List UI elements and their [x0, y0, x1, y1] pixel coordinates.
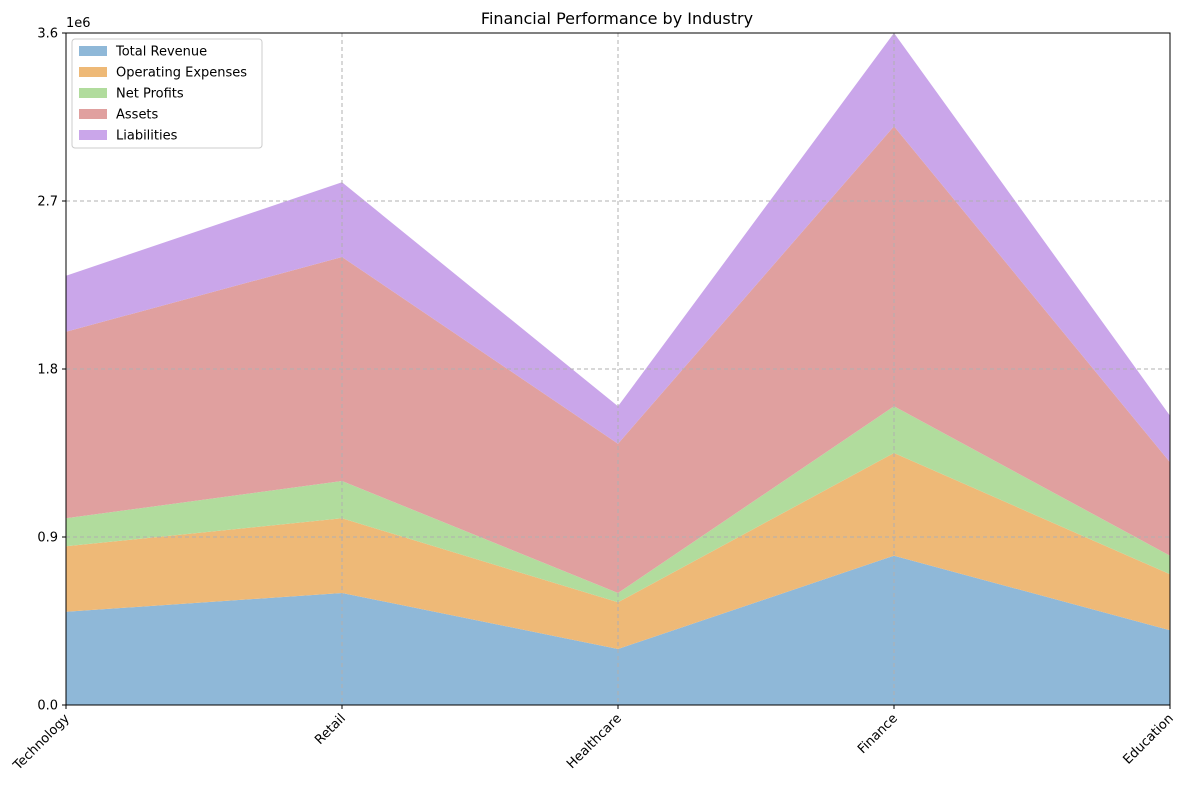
- y-tick-label: 1.8: [37, 363, 58, 378]
- y-tick-label: 2.7: [37, 195, 58, 210]
- legend-swatch: [79, 46, 107, 56]
- legend-label: Total Revenue: [115, 45, 207, 60]
- y-tick-label: 3.6: [37, 27, 58, 42]
- legend-swatch: [79, 88, 107, 98]
- y-axis: 0.0 0.9 1.8 2.7 3.6: [37, 27, 66, 714]
- legend-label: Net Profits: [116, 87, 184, 102]
- legend-label: Liabilities: [116, 129, 178, 144]
- legend-label: Assets: [116, 108, 159, 123]
- legend: Total Revenue Operating Expenses Net Profi…: [71, 38, 263, 149]
- legend-swatch: [79, 67, 107, 77]
- y-tick-label: 0.0: [37, 699, 58, 714]
- chart-title: Financial Performance by Industry: [481, 9, 753, 28]
- x-tick-label: Technology: [10, 711, 73, 774]
- x-tick-label: Healthcare: [564, 711, 625, 772]
- x-tick-label: Finance: [855, 711, 901, 757]
- x-axis: Technology Retail Healthcare Finance Educati…: [10, 705, 1177, 774]
- legend-swatch: [79, 130, 107, 140]
- y-tick-label: 0.9: [37, 531, 58, 546]
- y-offset-label: 1e6: [66, 16, 91, 31]
- area-series-4: [66, 33, 1170, 463]
- area-series-2: [66, 406, 1170, 603]
- legend-box: [71, 38, 263, 149]
- x-tick-label: Retail: [312, 711, 349, 748]
- legend-label: Operating Expenses: [116, 66, 247, 81]
- x-tick-label: Education: [1120, 711, 1176, 767]
- legend-swatch: [79, 109, 107, 119]
